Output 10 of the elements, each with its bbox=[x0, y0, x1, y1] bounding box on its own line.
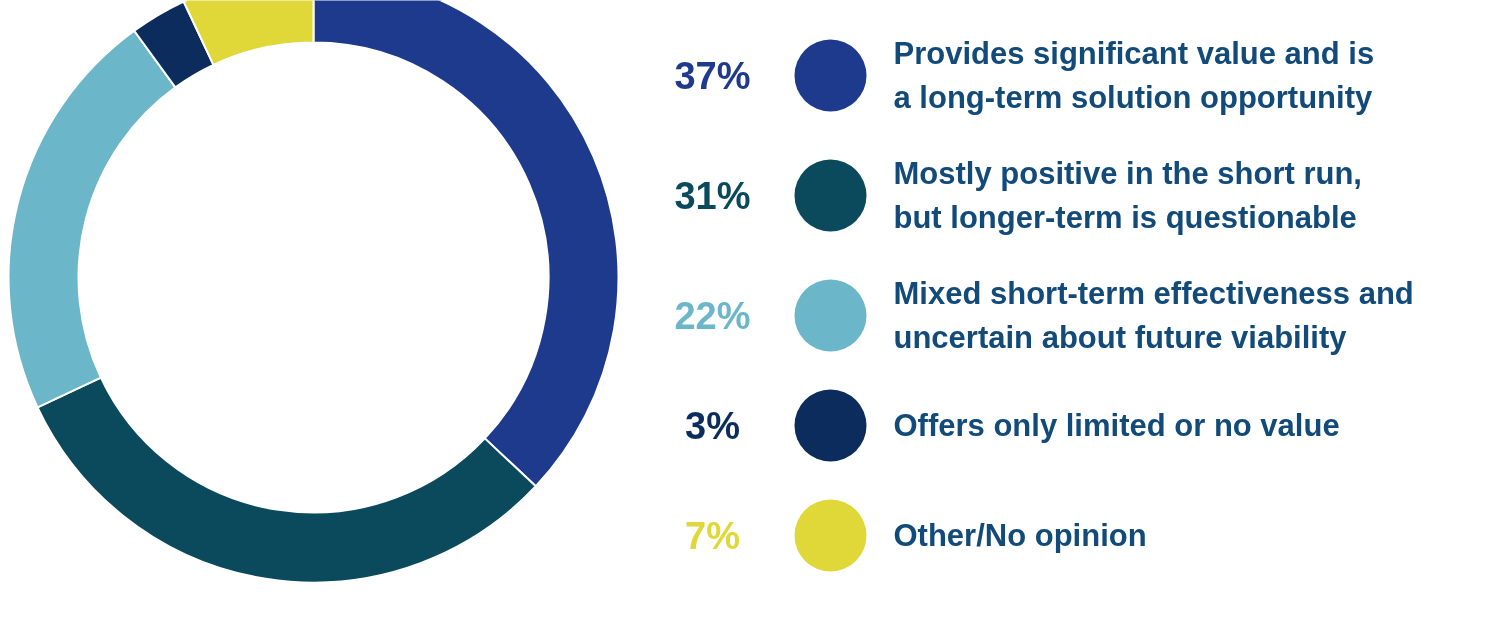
legend-label: Offers only limited or no value bbox=[893, 408, 1340, 443]
legend-label: Other/No opinion bbox=[893, 518, 1147, 553]
legend-label: Mixed short-term effectiveness and uncertain about future viability bbox=[893, 276, 1414, 355]
data-label: 31% bbox=[674, 174, 751, 217]
legend-label: Provides significant value and is a long-term solution opportunity bbox=[893, 36, 1375, 115]
legend-label: Mostly positive in the short run, but longer-term is questionable bbox=[893, 156, 1362, 235]
data-label: 22% bbox=[674, 294, 751, 337]
data-label: 3% bbox=[685, 404, 740, 447]
data-label: 7% bbox=[685, 514, 740, 557]
data-label: 37% bbox=[674, 54, 751, 97]
